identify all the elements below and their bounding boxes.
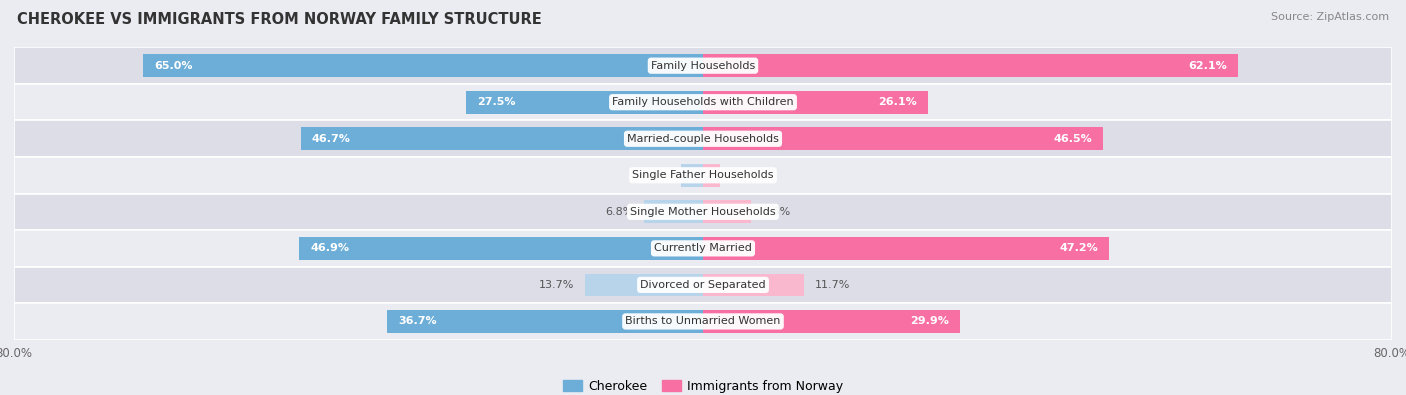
Text: 5.6%: 5.6%: [762, 207, 790, 217]
Text: Family Households with Children: Family Households with Children: [612, 97, 794, 107]
Text: Divorced or Separated: Divorced or Separated: [640, 280, 766, 290]
Text: 65.0%: 65.0%: [155, 61, 193, 71]
Bar: [301, 128, 703, 150]
Bar: [14, 157, 1392, 194]
Legend: Cherokee, Immigrants from Norway: Cherokee, Immigrants from Norway: [558, 375, 848, 395]
Text: 47.2%: 47.2%: [1060, 243, 1098, 253]
Bar: [14, 84, 1392, 120]
Bar: [703, 310, 960, 333]
Text: 46.9%: 46.9%: [311, 243, 349, 253]
Bar: [585, 274, 703, 296]
Text: Married-couple Households: Married-couple Households: [627, 134, 779, 144]
Text: 27.5%: 27.5%: [477, 97, 516, 107]
Text: Family Households: Family Households: [651, 61, 755, 71]
Bar: [299, 237, 703, 260]
Text: 46.5%: 46.5%: [1053, 134, 1092, 144]
Text: Currently Married: Currently Married: [654, 243, 752, 253]
Text: Births to Unmarried Women: Births to Unmarried Women: [626, 316, 780, 326]
Bar: [703, 55, 1237, 77]
Bar: [14, 120, 1392, 157]
Bar: [467, 91, 703, 113]
Bar: [14, 194, 1392, 230]
Text: 2.0%: 2.0%: [731, 170, 759, 180]
Bar: [703, 237, 1109, 260]
Text: Single Mother Households: Single Mother Households: [630, 207, 776, 217]
Text: Source: ZipAtlas.com: Source: ZipAtlas.com: [1271, 12, 1389, 22]
Text: 11.7%: 11.7%: [815, 280, 851, 290]
Bar: [644, 201, 703, 223]
Bar: [703, 128, 1104, 150]
Bar: [14, 230, 1392, 267]
Text: 6.8%: 6.8%: [605, 207, 634, 217]
Text: 62.1%: 62.1%: [1188, 61, 1227, 71]
Text: 29.9%: 29.9%: [911, 316, 949, 326]
Text: 36.7%: 36.7%: [398, 316, 437, 326]
Text: 2.6%: 2.6%: [641, 170, 669, 180]
Bar: [703, 201, 751, 223]
Text: 26.1%: 26.1%: [877, 97, 917, 107]
Text: CHEROKEE VS IMMIGRANTS FROM NORWAY FAMILY STRUCTURE: CHEROKEE VS IMMIGRANTS FROM NORWAY FAMIL…: [17, 12, 541, 27]
Bar: [14, 47, 1392, 84]
Bar: [14, 267, 1392, 303]
Text: 13.7%: 13.7%: [538, 280, 574, 290]
Text: 46.7%: 46.7%: [312, 134, 350, 144]
Text: Single Father Households: Single Father Households: [633, 170, 773, 180]
Bar: [703, 164, 720, 186]
Bar: [387, 310, 703, 333]
Bar: [703, 274, 804, 296]
Bar: [14, 303, 1392, 340]
Bar: [681, 164, 703, 186]
Bar: [703, 91, 928, 113]
Bar: [143, 55, 703, 77]
